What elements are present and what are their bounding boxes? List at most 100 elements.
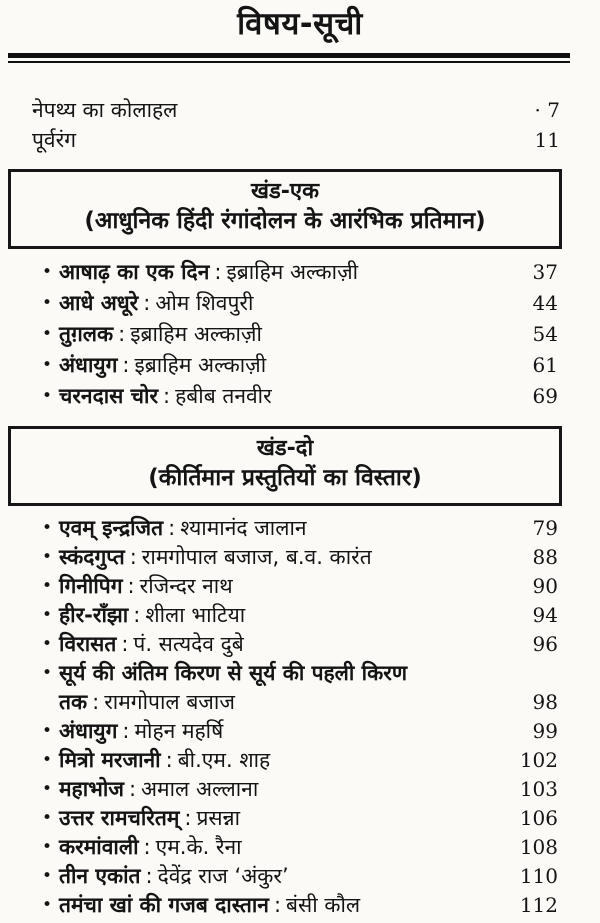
bullet-icon: •: [42, 547, 53, 567]
entry-author: हबीब तनवीर: [175, 384, 272, 408]
entry-title: एवम् इन्द्रजित: [59, 516, 164, 540]
entry-author: देवेंद्र राज ‘अंकुर’: [157, 864, 289, 888]
entry-title: उत्तर रामचरितम्: [59, 806, 180, 830]
bullet-icon: •: [42, 355, 53, 375]
entry-text: महाभोज: अमाल अल्लाना: [59, 775, 520, 804]
separator: :: [145, 864, 153, 888]
rule-thin: [8, 61, 570, 63]
separator: :: [129, 545, 137, 569]
entry-title: हीर-राँझा: [59, 603, 129, 627]
entry-title: चरनदास चोर: [59, 384, 159, 408]
entry-author: प्रसन्ना: [196, 806, 241, 830]
page-title: विषय-सूची: [237, 6, 363, 42]
separator: :: [165, 748, 173, 772]
section-one-list: • आषाढ़ का एक दिन: इब्राहिम अल्काज़ी 37 •…: [42, 257, 558, 412]
page-number: 106: [519, 806, 558, 830]
section-one-heading-box: खंड-एक (आधुनिक हिंदी रंगांदोलन के आरंभिक…: [8, 169, 562, 249]
entry-text: विरासत: पं. सत्यदेव दुबे: [59, 630, 524, 659]
entry-text: चरनदास चोर: हबीब तनवीर: [59, 381, 524, 412]
entry-text: स्कंदगुप्त: रामगोपाल बजाज, ब.व. कारंत: [59, 543, 524, 572]
separator: :: [273, 893, 282, 917]
page-number: 61: [532, 353, 558, 377]
bullet-icon: •: [42, 262, 53, 282]
bullet-icon: •: [42, 750, 53, 770]
bullet-icon: •: [42, 634, 53, 654]
entry-author: रामगोपाल बजाज: [104, 690, 235, 714]
toc-row: • एवम् इन्द्रजित: श्यामानंद जालान 79: [42, 514, 558, 543]
toc-row: • तुग़लक: इब्राहिम अल्काज़ी 54: [42, 319, 558, 350]
entry-title: अंधायुग: [59, 353, 118, 377]
toc-row: • मित्रो मरजानी: बी.एम. शाह 102: [42, 746, 558, 775]
separator: :: [214, 260, 222, 284]
entry-text: सूर्य की अंतिम किरण से सूर्य की पहली किर…: [59, 659, 524, 717]
entry-text: तुग़लक: इब्राहिम अल्काज़ी: [59, 319, 524, 350]
bullet-icon: •: [42, 866, 53, 886]
page-number: · 7: [534, 98, 560, 122]
section-subheading: (आधुनिक हिंदी रंगांदोलन के आरंभिक प्रतिम…: [84, 208, 486, 234]
bullet-icon: •: [42, 779, 53, 799]
separator: :: [143, 835, 151, 859]
toc-row: • उत्तर रामचरितम्: प्रसन्ना 106: [42, 804, 558, 833]
page-number: 112: [519, 893, 558, 917]
page-number: 88: [532, 545, 558, 569]
entry-author: इब्राहिम अल्काज़ी: [130, 322, 262, 346]
entry-author: शीला भाटिया: [145, 603, 246, 627]
entry-title: सूर्य की अंतिम किरण से सूर्य की पहली किर…: [59, 661, 408, 714]
toc-row: • अंधायुग: इब्राहिम अल्काज़ी 61: [42, 350, 558, 381]
entry-author: इब्राहिम अल्काज़ी: [226, 260, 359, 284]
bullet-icon: •: [42, 576, 53, 596]
separator: :: [127, 574, 135, 598]
page-number: 44: [532, 291, 558, 315]
entry-title: आधे अधूरे: [59, 291, 139, 315]
separator: :: [122, 719, 130, 743]
entry-text: आषाढ़ का एक दिन: इब्राहिम अल्काज़ी: [59, 257, 524, 288]
page-number: 99: [532, 719, 558, 743]
page-number: 102: [519, 748, 558, 772]
entry-title: तीन एकांत: [59, 864, 141, 888]
entry-title: तमंचा खां की गजब दास्तान: [59, 893, 269, 917]
entry-author: ओम शिवपुरी: [155, 291, 254, 315]
separator: :: [121, 632, 129, 656]
page-number: 110: [519, 864, 558, 888]
entry-author: इब्राहिम अल्काज़ी: [134, 353, 267, 377]
toc-row: • करमांवाली: एम.के. रैना 108: [42, 833, 558, 862]
entry-title: तुग़लक: [59, 322, 114, 346]
entry-author: श्यामानंद जालान: [180, 516, 307, 540]
page-number: 69: [532, 384, 558, 408]
entry-text: एवम् इन्द्रजित: श्यामानंद जालान: [59, 514, 524, 543]
separator: :: [92, 690, 100, 714]
entry-text: तमंचा खां की गजब दास्तान: बंसी कौल: [59, 891, 520, 920]
separator: :: [128, 777, 137, 801]
page-number: 96: [532, 632, 558, 656]
entry-title: स्कंदगुप्त: [59, 545, 125, 569]
bullet-icon: •: [42, 293, 53, 313]
entry-author: रजिन्दर नाथ: [139, 574, 233, 598]
bullet-icon: •: [42, 518, 53, 538]
rule-thick: [8, 53, 570, 58]
toc-row: पूर्वरंग 11: [32, 125, 560, 155]
entry-text: तीन एकांत: देवेंद्र राज ‘अंकुर’: [59, 862, 520, 891]
page-number: 103: [519, 777, 558, 801]
section-two-heading-box: खंड-दो (कीर्तिमान प्रस्तुतियों का विस्ता…: [8, 426, 562, 506]
bullet-icon: •: [42, 895, 53, 915]
entry-text: मित्रो मरजानी: बी.एम. शाह: [59, 746, 520, 775]
toc-row: • महाभोज: अमाल अल्लाना 103: [42, 775, 558, 804]
entry-author: एम.के. रैना: [155, 835, 242, 859]
bullet-icon: •: [42, 663, 53, 683]
page-number: 37: [532, 260, 558, 284]
separator: :: [143, 291, 151, 315]
entry-title: करमांवाली: [59, 835, 139, 859]
entry-title: नेपथ्य का कोलाहल: [32, 98, 178, 122]
toc-row: • आषाढ़ का एक दिन: इब्राहिम अल्काज़ी 37: [42, 257, 558, 288]
entry-title: विरासत: [59, 632, 117, 656]
toc-row: • सूर्य की अंतिम किरण से सूर्य की पहली क…: [42, 659, 558, 717]
bullet-icon: •: [42, 324, 53, 344]
separator: :: [168, 516, 176, 540]
bullet-icon: •: [42, 808, 53, 828]
entry-title: महाभोज: [59, 777, 124, 801]
bullet-icon: •: [42, 837, 53, 857]
toc-row: • अंधायुग: मोहन महर्षि 99: [42, 717, 558, 746]
entry-text: करमांवाली: एम.के. रैना: [59, 833, 520, 862]
toc-row: • आधे अधूरे: ओम शिवपुरी 44: [42, 288, 558, 319]
toc-row: • तीन एकांत: देवेंद्र राज ‘अंकुर’ 110: [42, 862, 558, 891]
